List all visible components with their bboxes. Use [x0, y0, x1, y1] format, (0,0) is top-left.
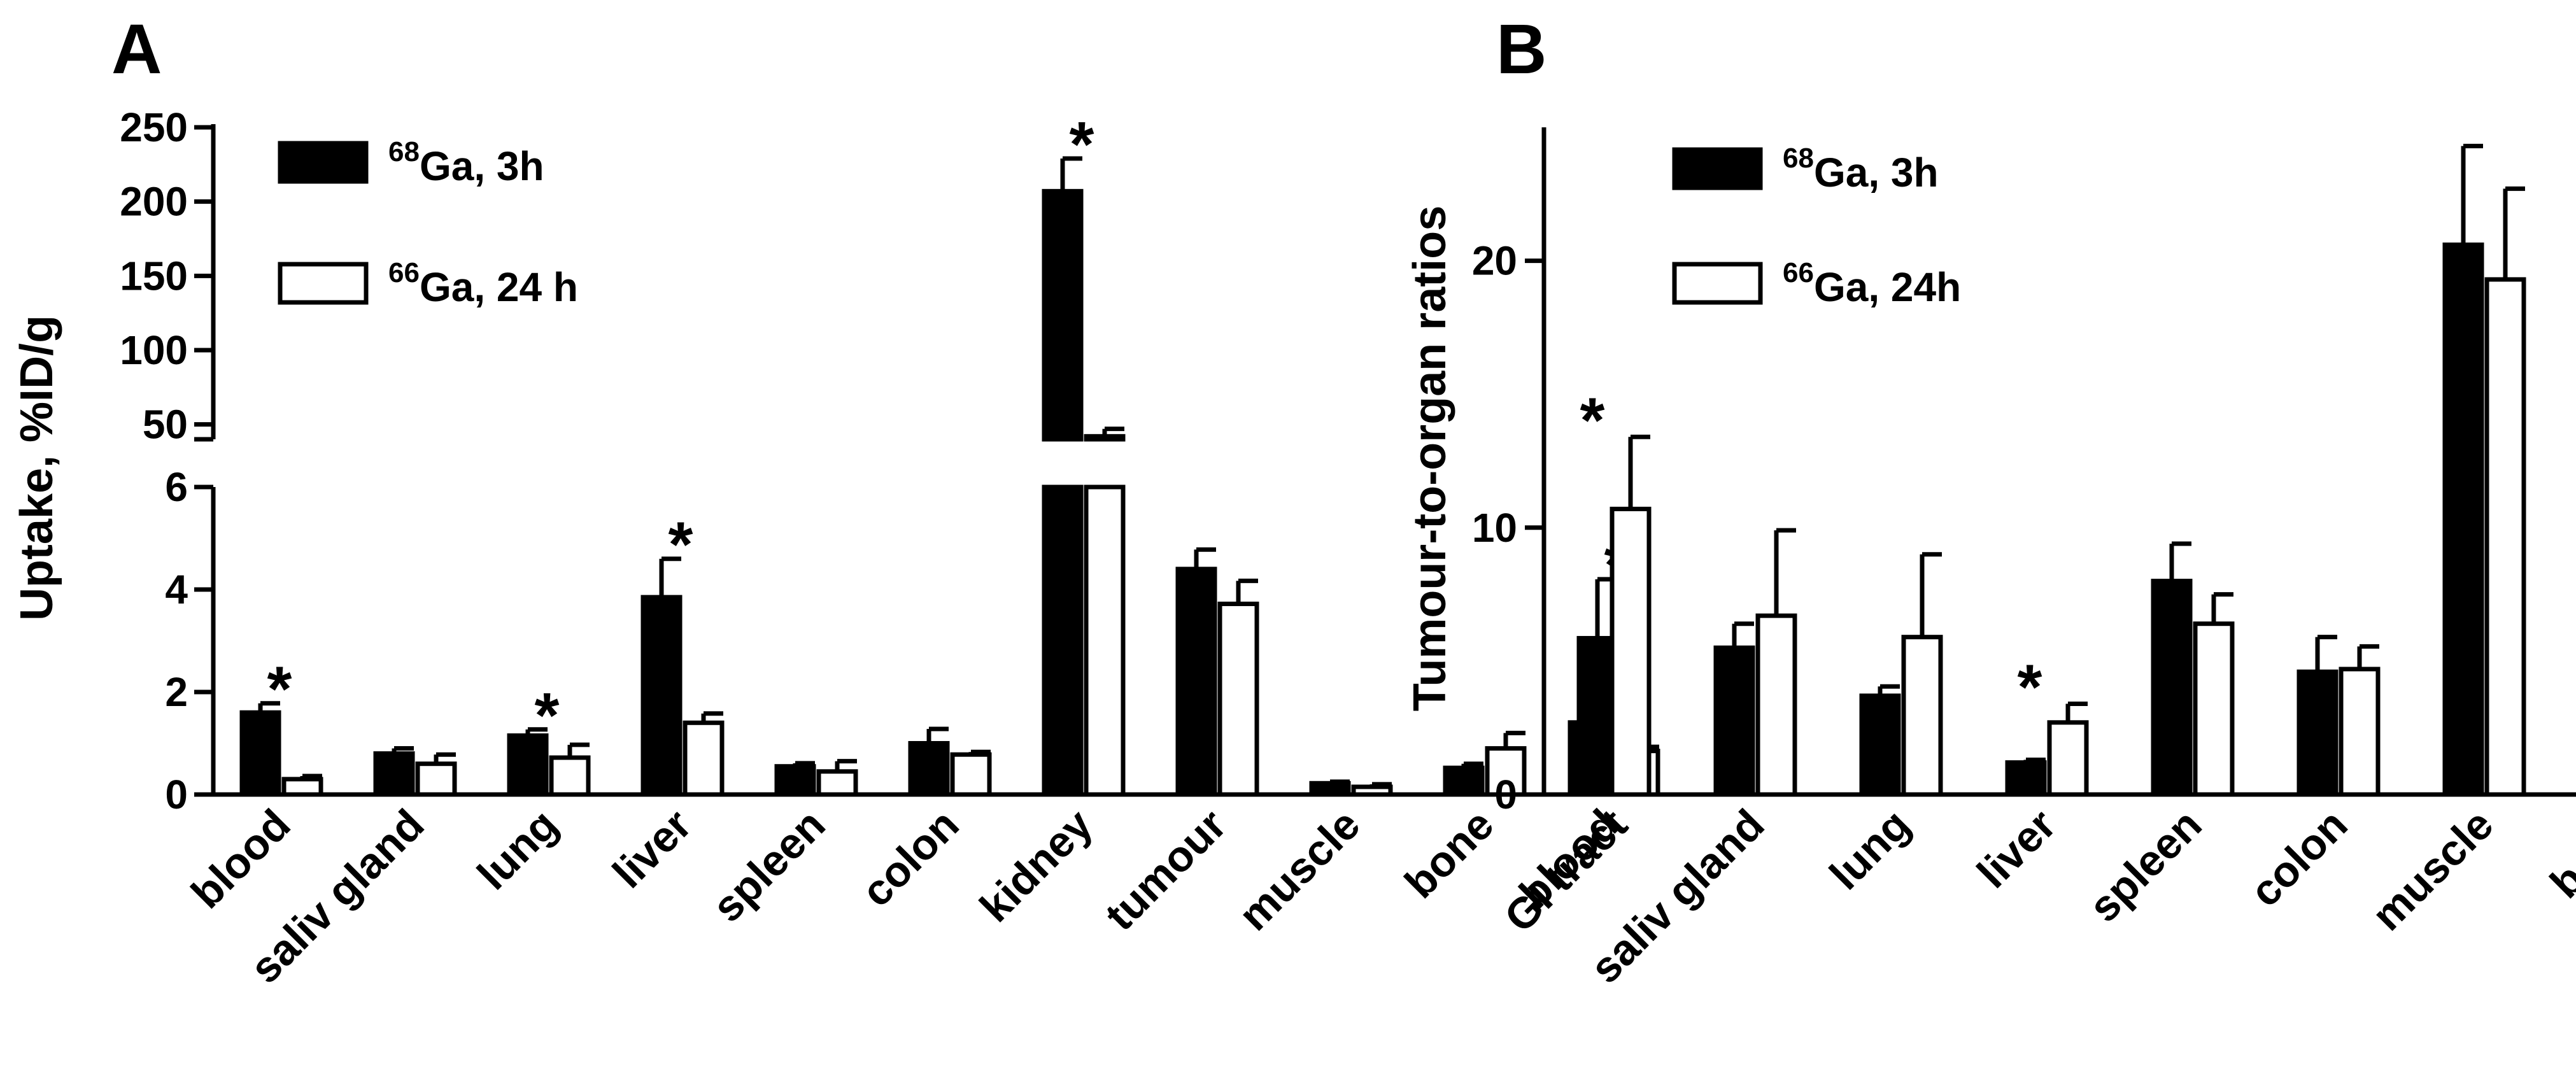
bar-blood-ga68 — [1568, 720, 1610, 797]
bar-spleen-ga66 — [816, 769, 858, 797]
bar-colon-ga66 — [2339, 667, 2381, 797]
category-label: blood — [182, 800, 300, 918]
bar-saliv-gland-ga68 — [373, 751, 415, 797]
y-tick-label: 150 — [120, 253, 188, 299]
category-label: bone — [1396, 800, 1503, 908]
bar-muscle-ga68 — [2442, 242, 2484, 797]
category-label: liver — [1968, 800, 2065, 898]
bar-muscle-ga66 — [1351, 784, 1393, 797]
bar-saliv-gland-ga66 — [1755, 613, 1797, 797]
bar-liver-ga68 — [2005, 760, 2047, 797]
y-tick-label: 50 — [143, 402, 188, 448]
bar-liver-ga66 — [683, 720, 725, 797]
y-axis-label: Tumour-to-organ ratios — [1405, 206, 1455, 712]
legend-label-text: Ga, 24 h — [420, 264, 578, 310]
panel-letter-b: B — [1496, 10, 1546, 88]
bar-kidney-ga68 — [1042, 188, 1084, 442]
legend-label-superscript: 68 — [388, 136, 420, 167]
legend-label-superscript: 66 — [1783, 257, 1814, 288]
legend-label-superscript: 66 — [388, 257, 420, 288]
bar-blood-ga66 — [281, 777, 323, 797]
bar-bone-ga66 — [1485, 746, 1527, 797]
panel-letter-a: A — [111, 10, 162, 88]
bar-saliv-gland-ga68 — [1713, 645, 1755, 797]
legend-swatch — [278, 141, 369, 184]
bar-bone-ga68 — [1443, 765, 1485, 797]
category-label: spleen — [704, 800, 835, 931]
bar-muscle-ga66 — [2484, 277, 2526, 797]
category-label: liver — [604, 800, 701, 898]
bar-muscle-ga68 — [1309, 781, 1351, 797]
y-tick-label: 10 — [1472, 505, 1517, 551]
bar-colon-ga68 — [2296, 669, 2339, 797]
axis-break-gap — [201, 442, 1689, 484]
bar-lung-ga66 — [1901, 635, 1943, 797]
significance-star: * — [669, 509, 693, 581]
bar-lung-ga68 — [1859, 693, 1901, 797]
category-label: colon — [853, 800, 968, 916]
bar-liver-ga68 — [640, 595, 683, 797]
y-tick-label: 100 — [120, 327, 188, 373]
bar-spleen-ga68 — [774, 764, 816, 797]
category-label: lung — [1820, 800, 1919, 899]
legend-label: 68Ga, 3h — [388, 136, 544, 189]
y-tick-label: 20 — [1472, 238, 1517, 284]
category-label: muscle — [1229, 800, 1369, 940]
legend-label-text: Ga, 3h — [1814, 150, 1939, 195]
bar-blood-ga68 — [239, 710, 281, 797]
significance-star: * — [1070, 109, 1094, 180]
bar-tumour-ga66 — [1217, 602, 1259, 797]
bar-kidney-ga66-lower — [1084, 484, 1126, 797]
y-tick-label: 6 — [165, 464, 188, 510]
y-tick-label: 200 — [120, 179, 188, 225]
significance-star: * — [535, 680, 560, 751]
bar-saliv-gland-ga66 — [415, 761, 457, 797]
bar-kidney-ga66 — [1084, 434, 1126, 442]
bar-spleen-ga66 — [2193, 621, 2235, 797]
y-tick-label: 2 — [165, 669, 188, 715]
category-label: lung — [468, 800, 567, 899]
bar-spleen-ga68 — [2151, 579, 2193, 797]
legend-swatch — [278, 262, 369, 305]
legend-swatch — [1672, 147, 1763, 190]
category-label: colon — [2241, 800, 2357, 916]
legend-label-text: Ga, 24h — [1814, 264, 1961, 310]
legend-label: 66Ga, 24 h — [388, 257, 578, 310]
y-tick-label: 0 — [165, 772, 188, 817]
category-label: kidney — [971, 800, 1102, 931]
y-axis-label: Uptake, %ID/g — [11, 315, 62, 621]
legend-swatch — [1672, 262, 1763, 305]
y-tick-label: 0 — [1494, 772, 1517, 817]
bar-tumour-ga68 — [1175, 567, 1217, 797]
bar-kidney-ga68-lower — [1042, 484, 1084, 797]
bar-lung-ga66 — [549, 755, 591, 797]
category-label: muscle — [2363, 800, 2502, 940]
legend-label-text: Ga, 3h — [420, 143, 544, 189]
legend-label: 68Ga, 3h — [1783, 143, 1939, 195]
significance-star: * — [1580, 385, 1605, 456]
significance-star: * — [2018, 651, 2042, 723]
category-label: tumour — [1096, 800, 1235, 940]
legend-label: 66Ga, 24h — [1783, 257, 1961, 310]
significance-star: * — [267, 654, 292, 725]
bar-colon-ga66 — [950, 752, 992, 797]
bar-liver-ga66 — [2047, 720, 2089, 797]
bar-blood-ga66 — [1610, 506, 1652, 797]
y-tick-label: 250 — [120, 104, 188, 150]
legend-label-superscript: 68 — [1783, 143, 1814, 174]
category-label: spleen — [2080, 800, 2211, 931]
bar-colon-ga68 — [908, 741, 950, 797]
y-tick-label: 4 — [165, 567, 188, 612]
category-label: bone — [2541, 800, 2576, 908]
